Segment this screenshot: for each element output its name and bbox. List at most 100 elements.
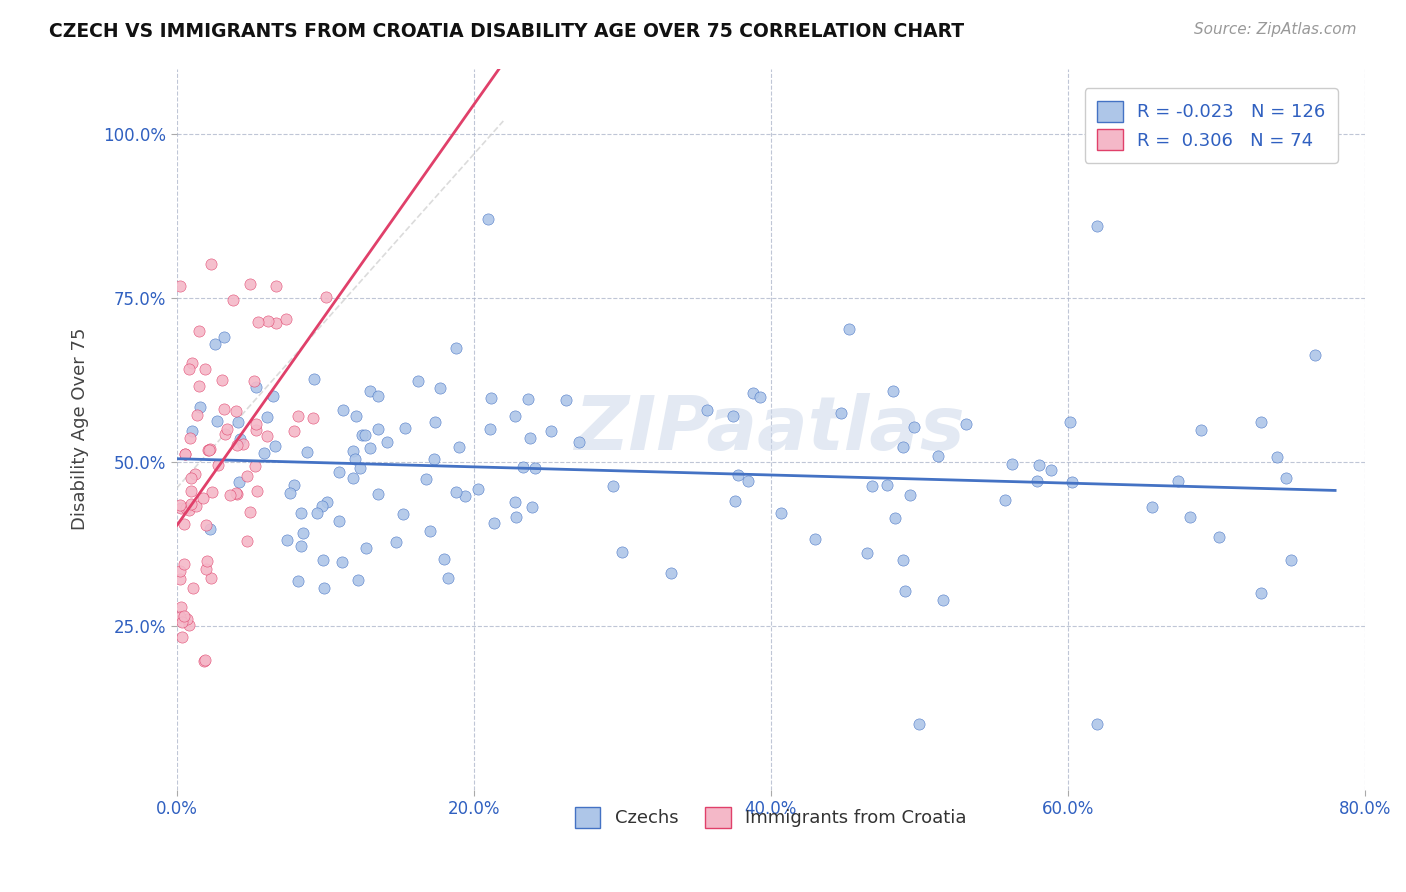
Point [804, 532, 827, 546]
Point [512, 459, 534, 474]
Point [225, 437, 247, 451]
Point [200, 522, 222, 536]
Point [198, 442, 221, 457]
Point [444, 485, 467, 500]
Point [292, 525, 315, 540]
Point [263, 389, 285, 403]
Point [555, 393, 578, 408]
Point [188, 400, 211, 414]
Point [505, 495, 527, 509]
Point [307, 507, 329, 521]
Point [1303, 348, 1326, 362]
Point [253, 446, 276, 460]
Point [769, 506, 792, 520]
Point [200, 571, 222, 585]
Point [170, 599, 193, 614]
Point [302, 372, 325, 386]
Point [219, 488, 242, 502]
Point [264, 316, 287, 330]
Point [328, 466, 350, 480]
Point [290, 539, 312, 553]
Point [1250, 415, 1272, 429]
Point [479, 391, 502, 405]
Point [748, 390, 770, 404]
Point [311, 499, 333, 513]
Point [235, 534, 257, 549]
Point [195, 518, 218, 533]
Point [927, 449, 949, 463]
Point [482, 516, 505, 530]
Point [188, 378, 211, 392]
Point [170, 615, 193, 629]
Point [876, 478, 898, 492]
Point [367, 422, 389, 436]
Point [193, 654, 215, 668]
Point [232, 437, 254, 451]
Point [1275, 470, 1298, 484]
Point [932, 593, 955, 607]
Point [524, 460, 547, 475]
Point [1178, 509, 1201, 524]
Point [204, 336, 226, 351]
Point [264, 439, 287, 453]
Point [264, 278, 287, 293]
Point [540, 424, 562, 438]
Point [727, 468, 749, 483]
Point [330, 555, 353, 569]
Point [170, 501, 193, 516]
Point [242, 374, 264, 388]
Point [520, 500, 543, 515]
Point [860, 479, 883, 493]
Point [214, 401, 236, 416]
Point [328, 514, 350, 528]
Point [256, 410, 278, 425]
Legend: Czechs, Immigrants from Croatia: Czechs, Immigrants from Croatia [568, 800, 974, 835]
Point [246, 315, 269, 329]
Point [359, 441, 381, 455]
Point [1059, 415, 1081, 429]
Point [169, 278, 191, 293]
Point [287, 409, 309, 423]
Point [994, 493, 1017, 508]
Point [170, 631, 193, 645]
Point [898, 487, 921, 501]
Point [215, 422, 238, 436]
Point [186, 409, 208, 423]
Point [568, 435, 591, 450]
Point [226, 415, 249, 429]
Point [243, 459, 266, 474]
Point [1087, 219, 1109, 233]
Point [838, 322, 860, 336]
Point [883, 511, 905, 525]
Point [174, 447, 197, 461]
Point [346, 409, 368, 424]
Point [283, 478, 305, 492]
Point [467, 482, 489, 496]
Point [1026, 474, 1049, 488]
Point [180, 484, 202, 499]
Point [180, 496, 202, 510]
Point [342, 444, 364, 458]
Point [225, 404, 247, 418]
Text: ZIPaatlas: ZIPaatlas [575, 392, 966, 466]
Point [908, 717, 931, 731]
Point [173, 557, 195, 571]
Point [207, 458, 229, 473]
Point [195, 553, 218, 567]
Point [444, 342, 467, 356]
Point [1062, 475, 1084, 489]
Point [246, 483, 269, 498]
Point [856, 546, 879, 560]
Point [422, 452, 444, 467]
Point [193, 491, 215, 505]
Point [342, 471, 364, 485]
Point [477, 212, 499, 227]
Point [181, 356, 204, 370]
Point [290, 506, 312, 520]
Point [257, 314, 280, 328]
Point [1189, 423, 1212, 437]
Point [349, 461, 371, 475]
Point [1279, 553, 1302, 567]
Point [1250, 586, 1272, 600]
Point [367, 389, 389, 403]
